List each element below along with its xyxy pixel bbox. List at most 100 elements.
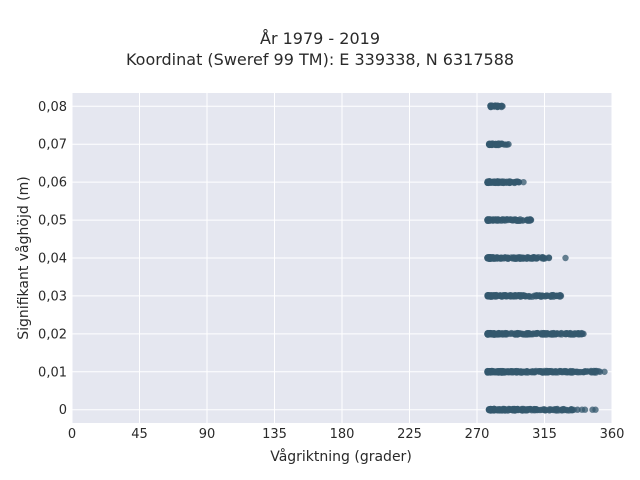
scatter-point <box>527 216 535 224</box>
data-points <box>484 102 608 414</box>
scatter-point <box>561 330 568 337</box>
scatter-point <box>538 292 545 300</box>
scatter-point <box>524 405 531 413</box>
y-axis-label: Signifikant våghöjd (m) <box>15 176 32 339</box>
scatter-point <box>523 368 530 375</box>
scatter-point <box>548 329 556 337</box>
scatter-point <box>574 406 581 413</box>
scatter-point-outlier <box>581 406 589 413</box>
scatter-point <box>506 178 513 185</box>
scatter-point <box>484 368 491 375</box>
y-tick-label: 0 <box>59 403 67 418</box>
scatter-point <box>484 330 491 338</box>
scatter-point <box>496 368 503 375</box>
scatter-point <box>513 367 520 375</box>
scatter-point <box>484 178 491 186</box>
scatter-point <box>546 367 553 375</box>
x-tick-label: 90 <box>199 427 216 442</box>
scatter-point <box>517 292 525 299</box>
scatter-point <box>509 330 516 337</box>
scatter-point <box>540 254 547 262</box>
scatter-point <box>484 254 491 262</box>
y-tick-label: 0,07 <box>38 138 67 153</box>
x-tick-label: 225 <box>397 427 422 442</box>
scatter-point <box>490 405 498 413</box>
x-tick-label: 315 <box>532 427 557 442</box>
chart-title: År 1979 - 2019 <box>260 29 380 48</box>
scatter-point <box>540 330 547 337</box>
scatter-point-outlier <box>601 368 608 375</box>
scatter-point <box>514 330 522 337</box>
scatter-point <box>490 292 497 299</box>
scatter-point <box>568 407 576 414</box>
scatter-point <box>501 330 509 337</box>
y-tick-label: 0,01 <box>38 365 67 380</box>
scatter-point <box>494 141 501 149</box>
scatter-point <box>548 291 555 299</box>
scatter-point <box>539 369 547 376</box>
scatter-point <box>529 330 537 338</box>
scatter-point <box>515 178 523 186</box>
x-tick-label: 45 <box>131 427 148 442</box>
scatter-point-outlier <box>592 406 599 413</box>
scatter-point <box>499 103 506 110</box>
scatter-point <box>517 217 524 224</box>
scatter-point <box>508 369 515 376</box>
scatter-point <box>495 216 503 224</box>
scatter-point <box>506 293 514 300</box>
scatter-point <box>508 216 515 224</box>
scatter-point <box>574 369 582 376</box>
scatter-point-outlier <box>520 178 527 186</box>
scatter-point <box>485 141 493 148</box>
scatter-point <box>567 368 575 376</box>
scatter-point <box>518 368 526 376</box>
x-axis-label: Vågriktning (grader) <box>270 448 412 465</box>
scatter-point <box>498 293 505 300</box>
scatter-point <box>567 329 574 337</box>
x-tick-label: 0 <box>68 427 76 442</box>
scatter-point <box>527 255 534 262</box>
scatter-point <box>509 255 516 262</box>
scatter-point <box>505 141 512 148</box>
scatter-point <box>580 330 587 338</box>
x-tick-label: 270 <box>465 427 490 442</box>
x-tick-label: 360 <box>600 427 625 442</box>
scatter-point <box>508 406 516 414</box>
chart-subtitle: Koordinat (Sweref 99 TM): E 339338, N 63… <box>125 50 515 69</box>
scatter-point <box>582 368 589 375</box>
scatter-point <box>487 103 494 110</box>
scatter-point <box>553 406 561 414</box>
scatter-point <box>588 369 596 376</box>
scatter-point <box>529 293 536 300</box>
y-tick-label: 0,04 <box>38 252 67 267</box>
y-tick-label: 0,05 <box>38 214 67 229</box>
x-axis-ticks: 0 45 90 135 180 225 270 315 360 <box>68 427 625 442</box>
scatter-point <box>533 405 540 413</box>
scatter-point <box>557 292 565 300</box>
scatter-point <box>524 330 531 337</box>
y-tick-label: 0,03 <box>38 289 67 304</box>
scatter-point <box>498 179 506 186</box>
scatter-point <box>485 406 493 413</box>
x-tick-label: 135 <box>262 427 287 442</box>
scatter-point <box>491 179 498 186</box>
scatter-point <box>559 406 566 413</box>
scatter-point-outlier <box>562 254 569 262</box>
scatter-point <box>484 216 491 224</box>
x-tick-label: 180 <box>330 427 355 442</box>
y-tick-label: 0,06 <box>38 176 67 191</box>
scatter-point <box>556 330 563 338</box>
scatter-point <box>542 407 549 414</box>
scatter-point <box>596 368 604 375</box>
scatter-point <box>557 368 565 375</box>
scatter-point <box>484 292 491 300</box>
y-tick-label: 0,08 <box>38 100 67 115</box>
scatter-point <box>498 407 506 414</box>
scatter-point <box>545 254 553 262</box>
y-tick-label: 0,02 <box>38 327 67 342</box>
scatter-point <box>553 368 560 375</box>
scatter-point <box>494 103 502 110</box>
scatter-point <box>490 254 497 262</box>
scatter-point <box>575 331 583 338</box>
